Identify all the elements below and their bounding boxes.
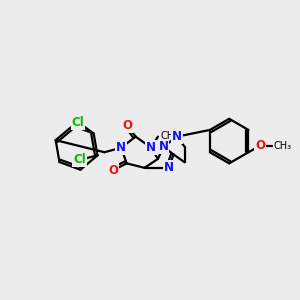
Text: N: N bbox=[146, 141, 156, 154]
Text: N: N bbox=[172, 130, 182, 143]
Text: CH₃: CH₃ bbox=[274, 140, 292, 151]
Text: O: O bbox=[123, 119, 133, 132]
Text: CH₃: CH₃ bbox=[160, 130, 178, 140]
Text: O: O bbox=[255, 139, 266, 152]
Text: N: N bbox=[164, 161, 174, 174]
Text: O: O bbox=[108, 164, 118, 177]
Text: Cl: Cl bbox=[72, 116, 84, 129]
Text: N: N bbox=[158, 140, 169, 153]
Text: Cl: Cl bbox=[73, 153, 86, 166]
Text: N: N bbox=[116, 141, 126, 154]
